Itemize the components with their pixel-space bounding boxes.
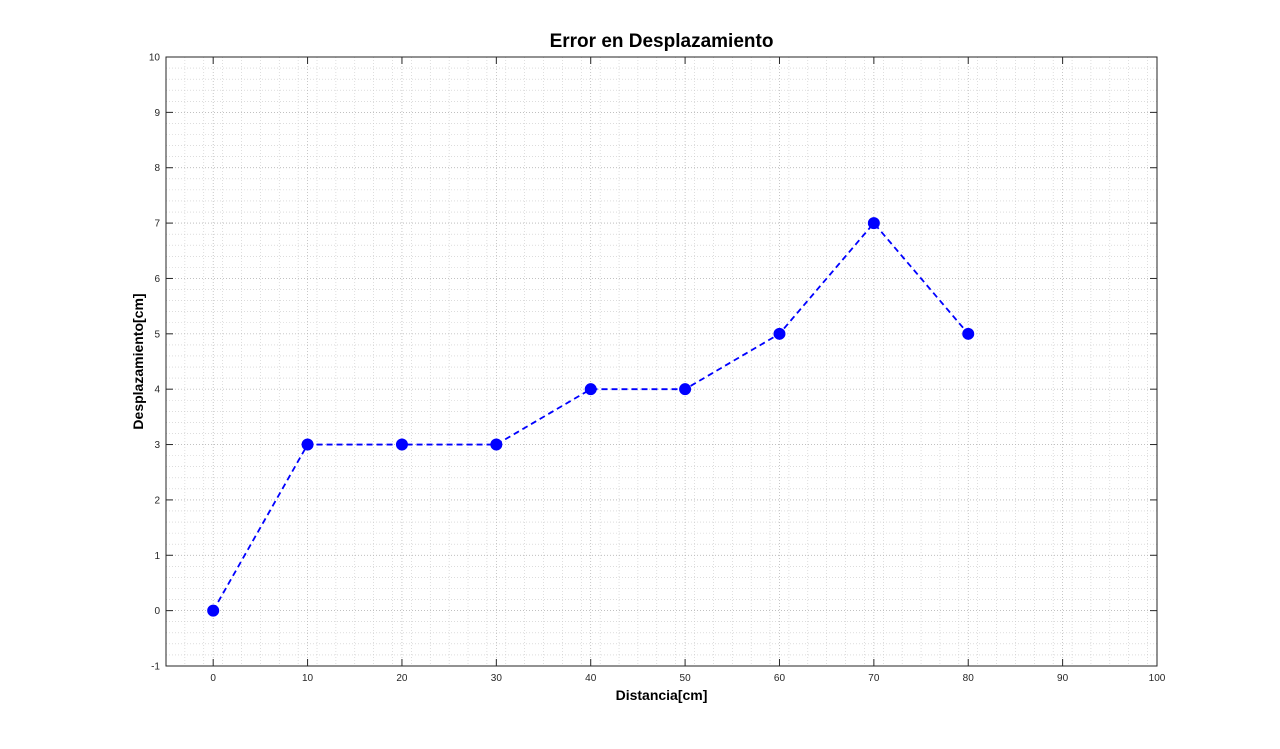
y-tick-label: 4 [154,385,160,396]
data-point [208,605,219,616]
y-tick-label: 10 [149,53,161,64]
y-axis-label: Desplazamiento[cm] [130,293,146,429]
y-tick-label: 3 [154,440,160,451]
x-tick-label: 40 [585,673,597,684]
x-tick-label: 100 [1149,673,1166,684]
x-tick-label: 50 [680,673,692,684]
data-point [963,328,974,339]
x-tick-label: 60 [774,673,786,684]
y-tick-label: 1 [154,551,160,562]
data-point [396,439,407,450]
y-tick-label: 9 [154,108,160,119]
y-tick-label: 6 [154,274,160,285]
y-tick-label: 2 [154,495,160,506]
x-tick-label: 0 [210,673,216,684]
y-tick-label: 0 [154,606,160,617]
x-tick-label: 80 [963,673,975,684]
x-tick-label: 90 [1057,673,1069,684]
data-point [585,384,596,395]
y-tick-label: 5 [154,329,160,340]
data-point [302,439,313,450]
data-point [774,328,785,339]
data-point [868,218,879,229]
y-tick-label: 7 [154,219,160,230]
x-tick-label: 30 [491,673,503,684]
chart-title: Error en Desplazamiento [550,31,774,52]
data-point [680,384,691,395]
x-tick-label: 20 [396,673,408,684]
x-tick-label: 70 [868,673,880,684]
y-tick-label: -1 [151,662,160,673]
x-axis-label: Distancia[cm] [616,687,708,703]
x-tick-label: 10 [302,673,314,684]
y-tick-label: 8 [154,163,160,174]
data-point [491,439,502,450]
